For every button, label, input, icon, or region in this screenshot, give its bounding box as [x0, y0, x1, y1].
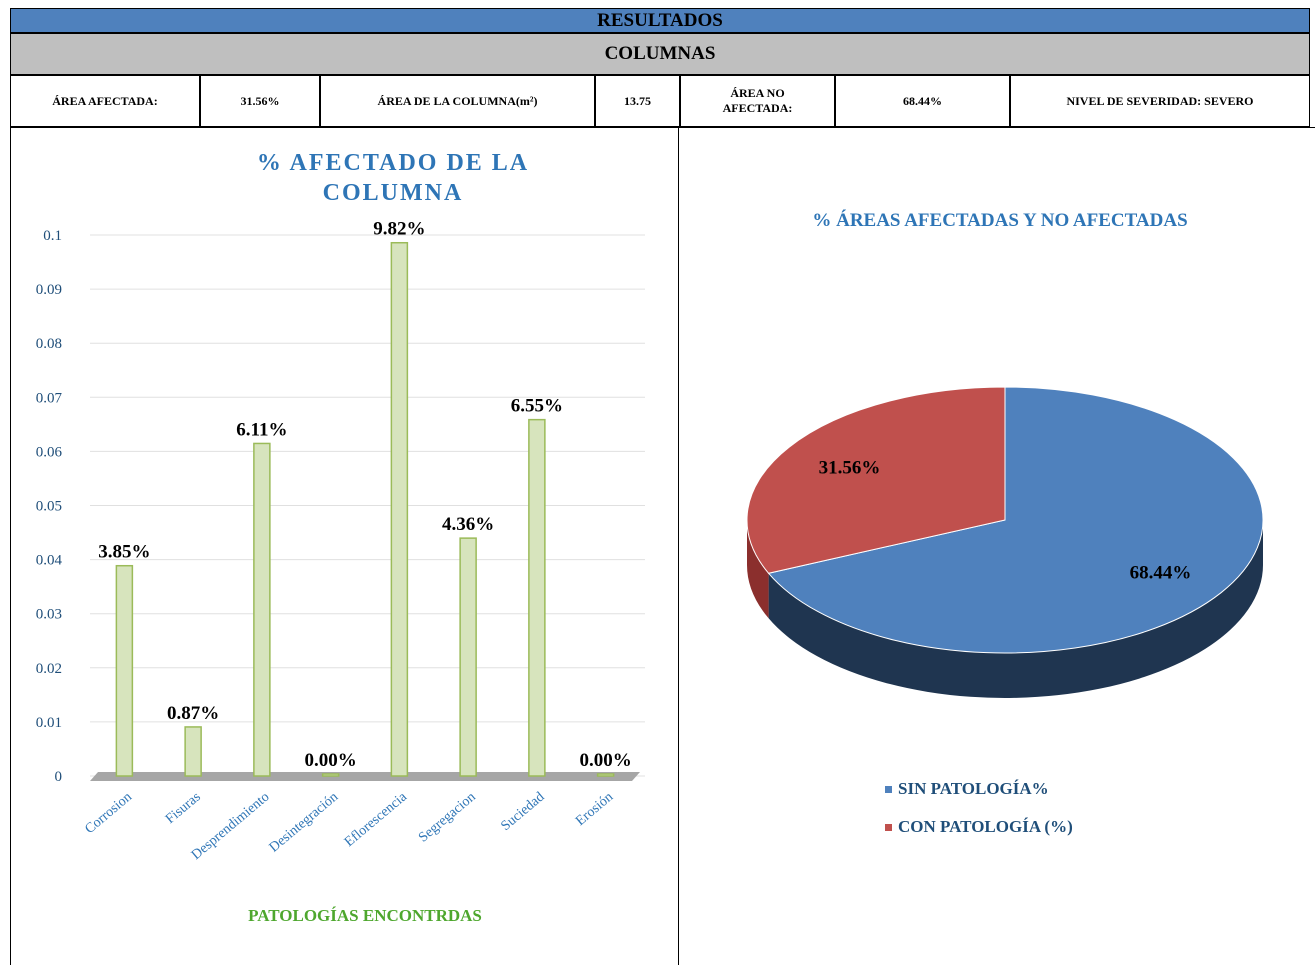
- legend-label: SIN PATOLOGÍA%: [898, 779, 1049, 798]
- x-tick-label: Fisuras: [163, 790, 204, 827]
- y-tick-label: 0.05: [36, 499, 62, 515]
- data-label: 0.00%: [580, 750, 632, 771]
- bar: [115, 564, 134, 777]
- pie-title: % ÁREAS AFECTADAS Y NO AFECTADAS: [812, 210, 1188, 231]
- cell: 13.75: [595, 75, 680, 127]
- legend-label: CON PATOLOGÍA (%): [898, 817, 1073, 836]
- y-tick-label: 0.09: [36, 282, 62, 298]
- cell: 31.56%: [200, 75, 320, 127]
- columns-title: COLUMNAS: [10, 33, 1310, 75]
- data-label: 3.85%: [98, 542, 150, 563]
- y-tick-label: 0.02: [36, 661, 62, 677]
- y-tick-label: 0.1: [43, 228, 62, 244]
- legend-swatch: [885, 786, 892, 793]
- y-tick-label: 0: [55, 769, 63, 785]
- legend-swatch: [885, 824, 892, 831]
- pie-slice: [767, 386, 1264, 654]
- data-label: 6.55%: [511, 396, 563, 417]
- pie-slice: [746, 386, 1006, 574]
- y-tick-label: 0.08: [36, 336, 62, 352]
- bar-title: % AFECTADO DE LA COLUMNA: [256, 150, 530, 206]
- data-label: 68.44%: [1130, 562, 1192, 583]
- x-tick-label: Eflorescencia: [342, 789, 411, 850]
- pie-side: [768, 520, 1263, 699]
- x-axis-label: PATOLOGÍAS ENCONTRDAS: [248, 906, 482, 925]
- bar: [596, 773, 615, 777]
- x-tick-label: Segregacion: [416, 790, 479, 846]
- floor: [90, 772, 640, 781]
- data-label: 6.11%: [236, 419, 287, 440]
- y-tick-label: 0.03: [36, 607, 62, 623]
- x-tick-label: Erosión: [573, 790, 616, 829]
- data-label: 9.82%: [373, 219, 425, 240]
- bar: [321, 773, 340, 777]
- results-title: RESULTADOS: [10, 8, 1310, 33]
- cell: 68.44%: [835, 75, 1010, 127]
- data-label: 0.87%: [167, 703, 219, 724]
- data-label: 0.00%: [305, 750, 357, 771]
- bar: [390, 241, 409, 777]
- y-tick-label: 0.07: [36, 390, 63, 406]
- cell: ÁREA DE LA COLUMNA(m²): [320, 75, 595, 127]
- data-label: 31.56%: [819, 458, 881, 479]
- bar: [184, 726, 202, 777]
- x-tick-label: Suciedad: [498, 790, 547, 834]
- bar: [528, 418, 546, 777]
- cell: ÁREA NO AFECTADA:: [680, 75, 835, 127]
- bar: [253, 442, 271, 777]
- data-label: 4.36%: [442, 514, 494, 535]
- y-tick-label: 0.04: [36, 553, 63, 569]
- pie-panel: [678, 127, 1315, 965]
- cell: ÁREA AFECTADA:: [10, 75, 200, 127]
- x-tick-label: Desintegración: [267, 790, 342, 856]
- pie-side: [747, 520, 769, 619]
- x-tick-label: Corrosion: [82, 790, 135, 837]
- cell: NIVEL DE SEVERIDAD: SEVERO: [1010, 75, 1310, 127]
- bar: [459, 537, 477, 777]
- y-tick-label: 0.06: [36, 444, 63, 460]
- y-tick-label: 0.01: [36, 715, 62, 731]
